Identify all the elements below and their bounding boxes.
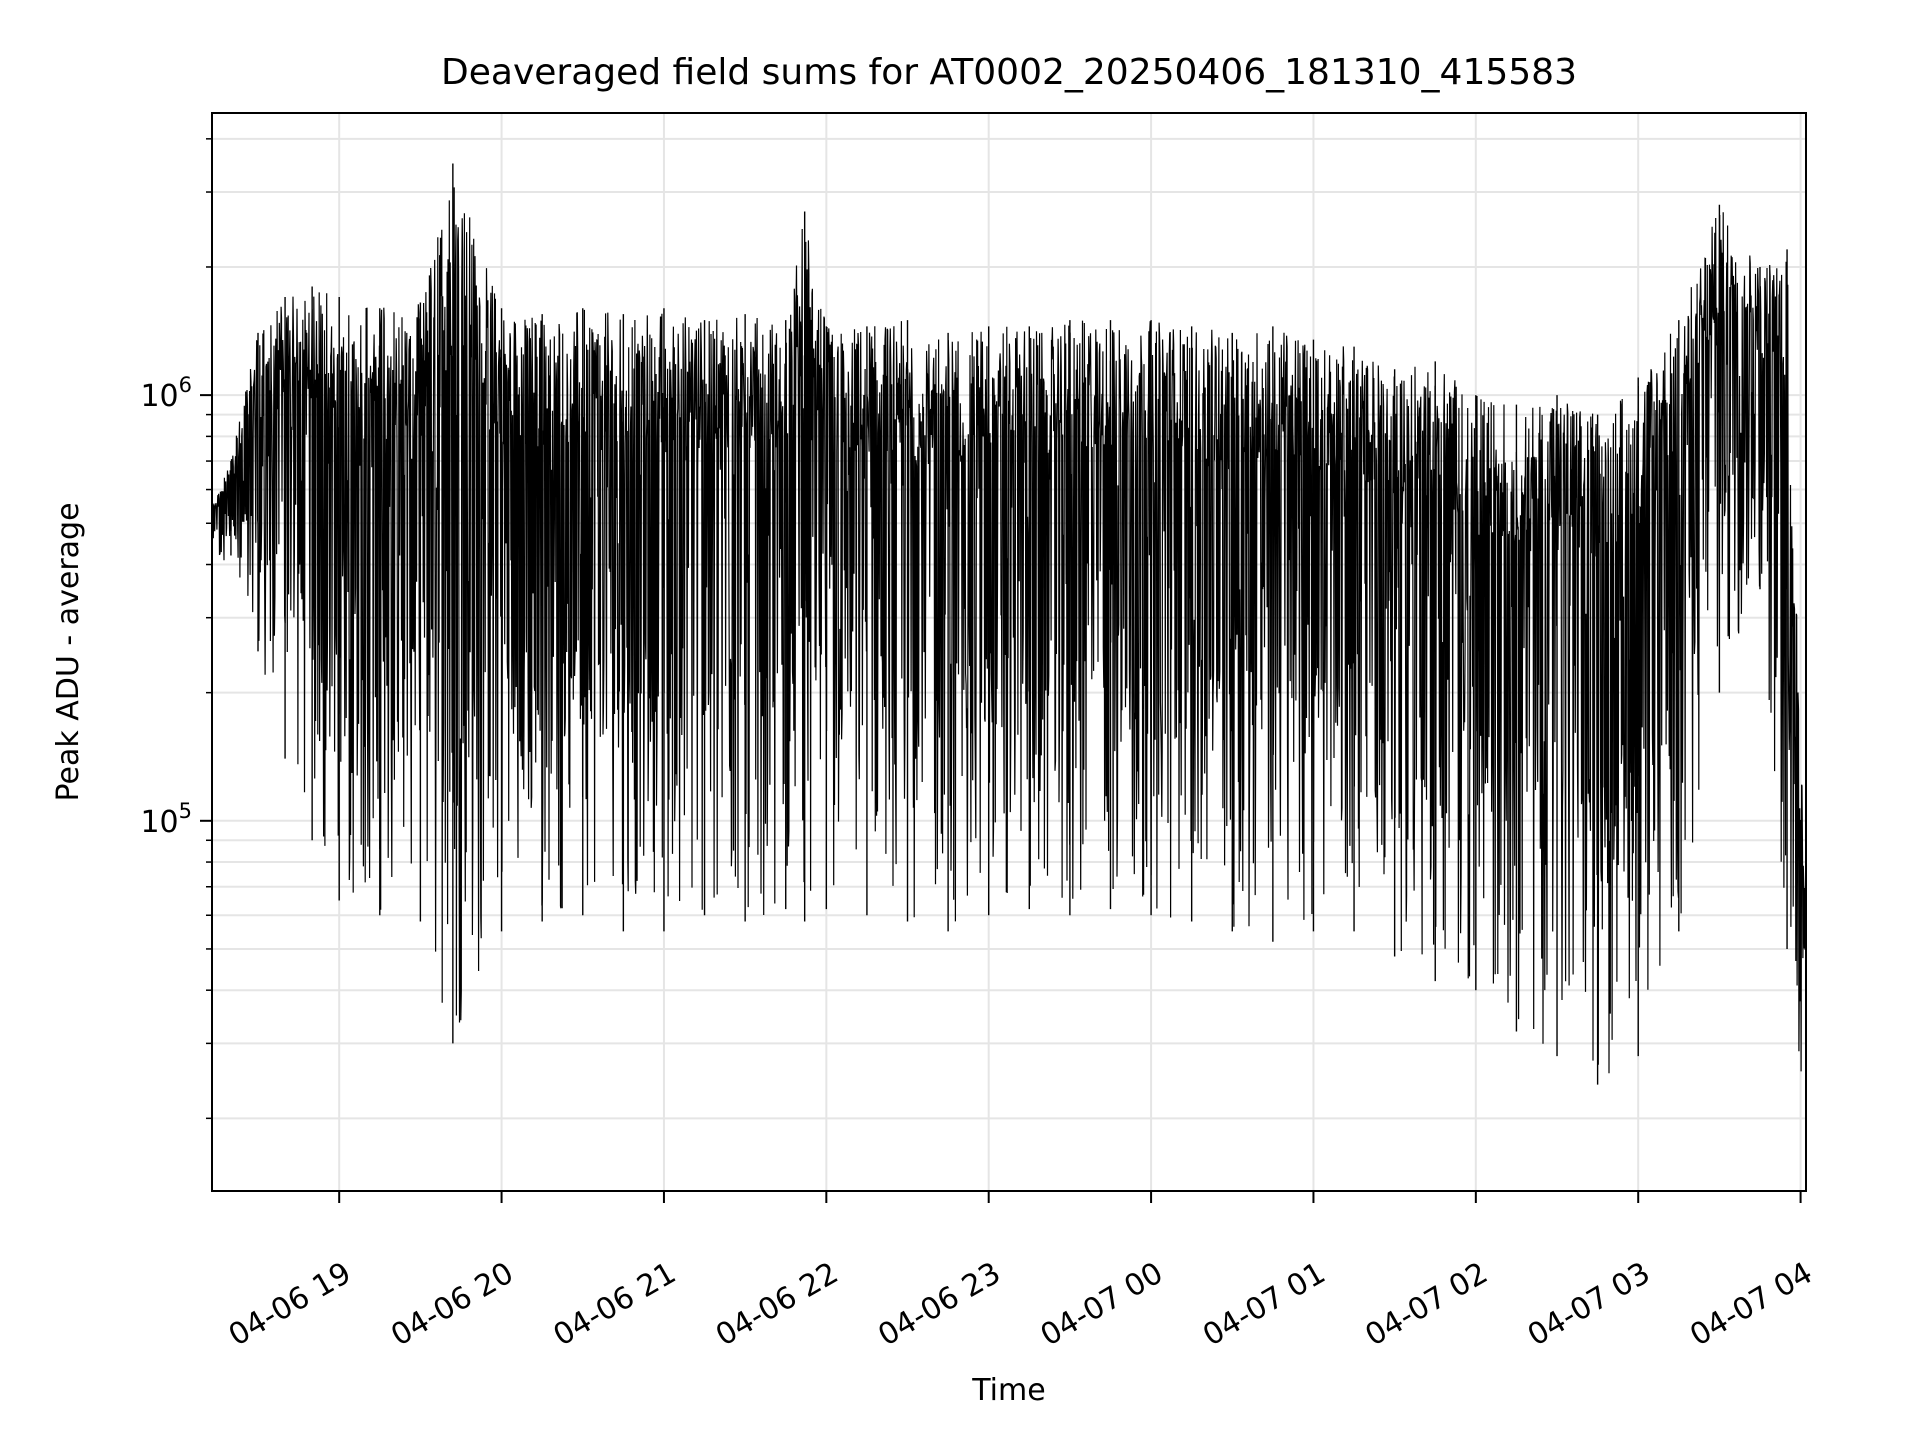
chart-title: Deaveraged field sums for AT0002_2025040…	[441, 52, 1577, 93]
data-line-series	[211, 187, 1807, 1074]
y-tick-label-exponent: 5	[179, 799, 192, 823]
axes-frame	[211, 112, 1807, 1192]
x-axis-label: Time	[971, 1373, 1045, 1408]
y-tick-label-base: 10	[140, 805, 178, 840]
y-tick-label: 105	[140, 799, 192, 840]
y-tick-label-base: 10	[140, 379, 178, 414]
y-axis-label: Peak ADU - average	[51, 502, 86, 801]
y-tick-label: 106	[140, 373, 192, 414]
y-tick-label-exponent: 6	[179, 373, 192, 397]
plot-area	[211, 163, 1807, 1119]
